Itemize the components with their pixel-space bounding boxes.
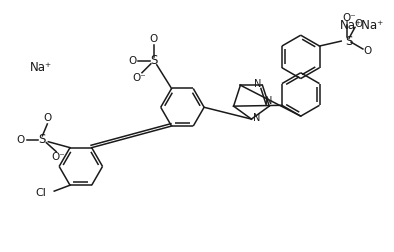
Text: S: S [39, 133, 46, 146]
Text: S: S [150, 54, 158, 67]
Text: O: O [43, 113, 52, 123]
Text: Na⁺Na⁺: Na⁺Na⁺ [340, 19, 385, 32]
Text: N: N [264, 96, 272, 106]
Text: O⁻: O⁻ [51, 152, 65, 163]
Text: Cl: Cl [35, 188, 46, 198]
Text: O⁻: O⁻ [132, 73, 146, 83]
Text: O: O [355, 19, 363, 29]
Text: O: O [17, 135, 25, 145]
Text: S: S [346, 35, 353, 48]
Text: N: N [254, 79, 261, 89]
Text: N: N [253, 113, 260, 123]
Text: O: O [150, 34, 158, 44]
Text: O⁻: O⁻ [342, 13, 356, 23]
Text: O: O [364, 46, 372, 56]
Text: O: O [128, 56, 136, 66]
Text: Na⁺: Na⁺ [30, 61, 52, 74]
